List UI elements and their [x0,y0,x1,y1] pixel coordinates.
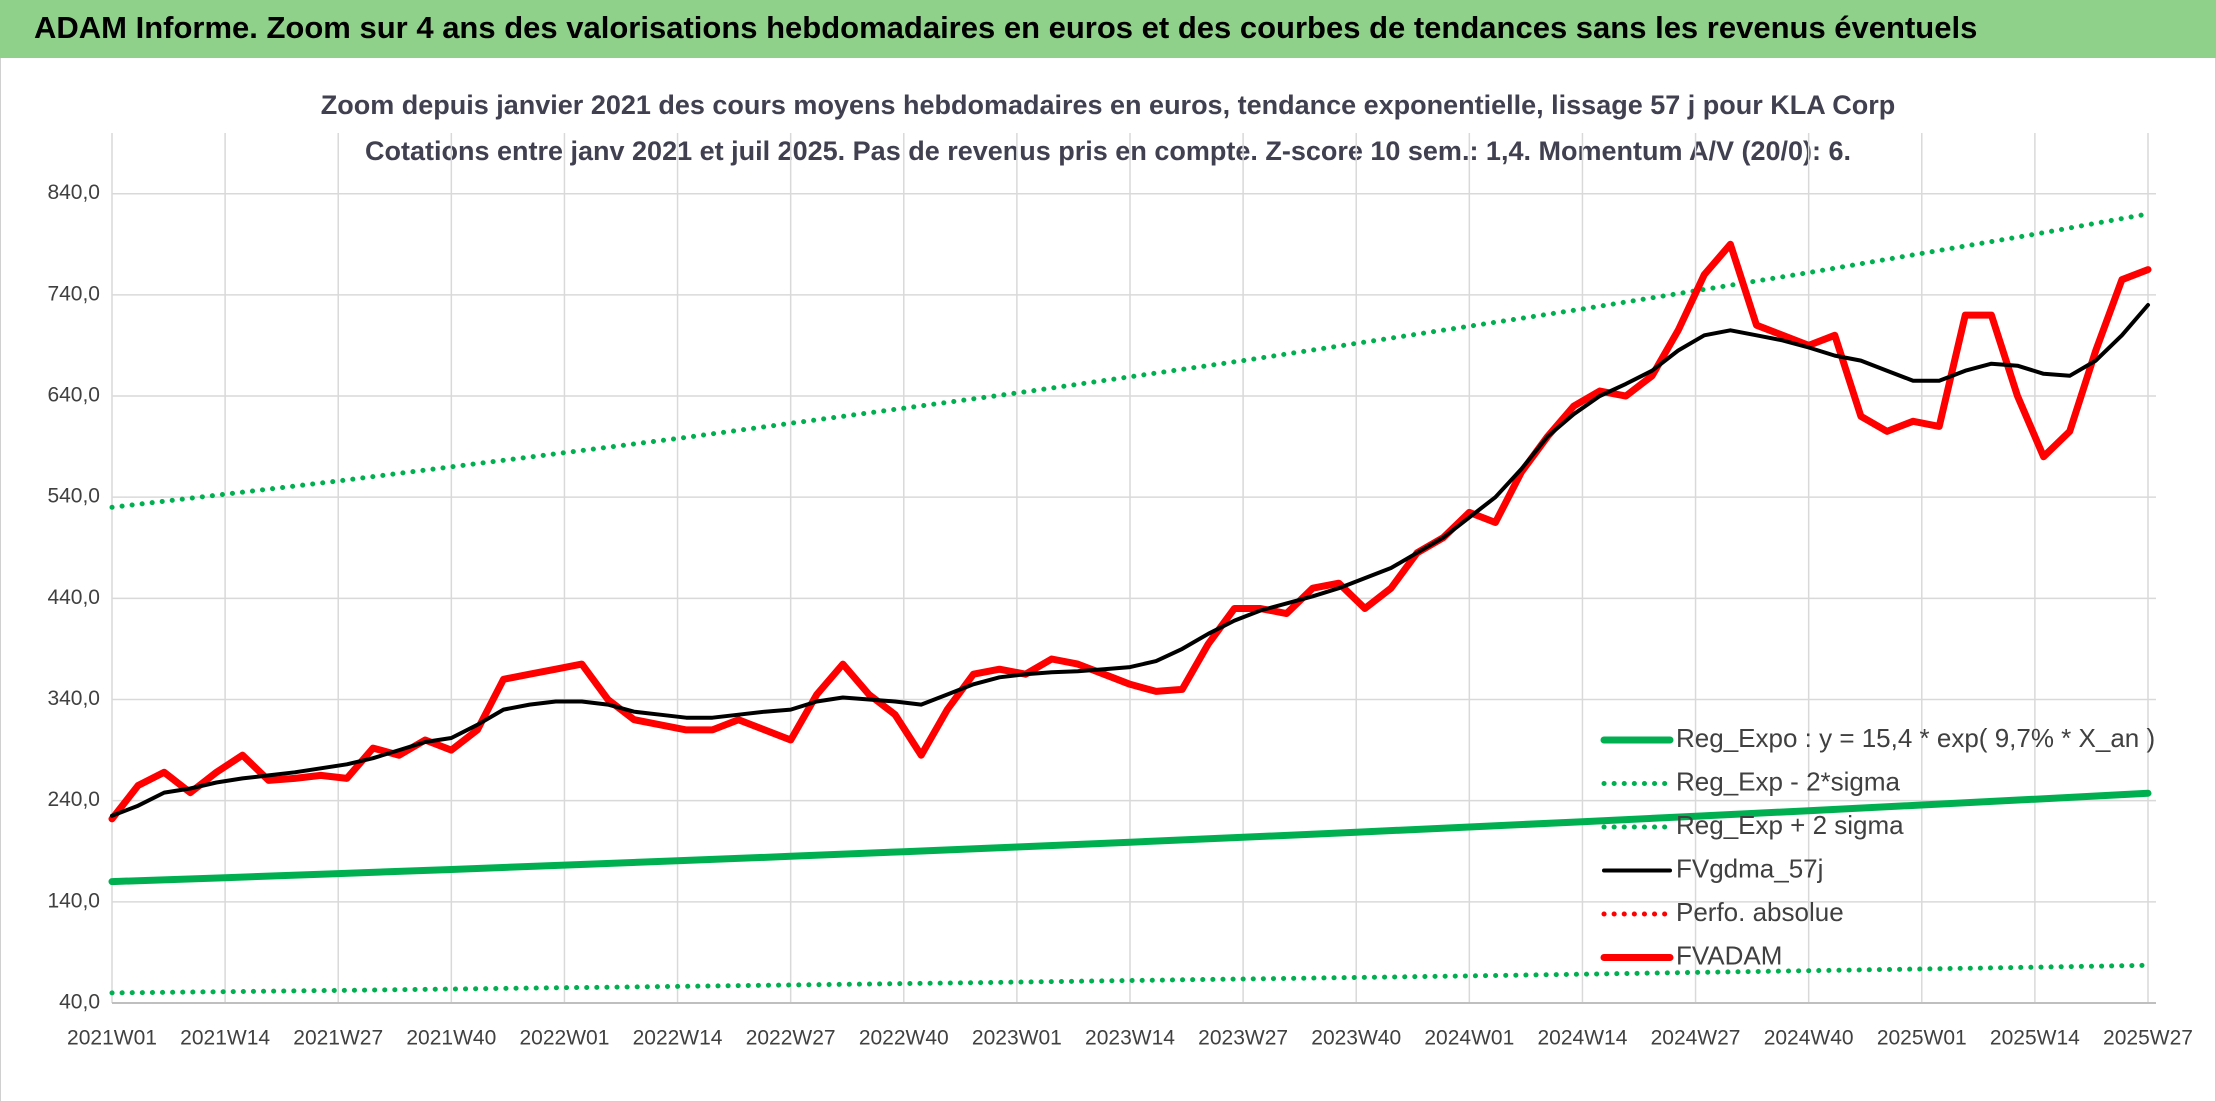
y-tick-label: 140,0 [47,889,100,912]
y-tick-label: 40,0 [59,991,100,1014]
legend-label: FVADAM [1676,940,1782,970]
x-tick-label: 2021W01 [67,1027,157,1050]
series-line [109,211,2151,510]
legend-label: Perfo. absolue [1676,897,1844,927]
series-line [108,240,2152,823]
y-tick-label: 240,0 [47,788,100,811]
series-line [109,962,2151,996]
y-tick-label: 640,0 [47,384,100,407]
x-tick-label: 2025W01 [1877,1027,1967,1050]
x-tick-label: 2021W14 [180,1027,270,1050]
y-tick-label: 440,0 [47,586,100,609]
legend-label: Reg_Exp - 2*sigma [1676,766,1901,796]
x-tick-label: 2025W27 [2103,1027,2193,1050]
x-tick-label: 2025W14 [1990,1027,2080,1050]
x-tick-label: 2024W27 [1651,1027,1741,1050]
y-tick-label: 340,0 [47,687,100,710]
header-bar [0,0,2216,58]
legend-label: FVgdma_57j [1676,853,1823,883]
chart-subtitle: Cotations entre janv 2021 et juil 2025. … [365,136,1851,166]
x-tick-label: 2023W27 [1198,1027,1288,1050]
x-tick-label: 2021W27 [293,1027,383,1050]
x-tick-label: 2021W40 [406,1027,496,1050]
header-title: ADAM Informe. Zoom sur 4 ans des valoris… [34,10,1977,45]
x-tick-label: 2024W14 [1537,1027,1627,1050]
y-tick-label: 740,0 [47,282,100,305]
x-tick-label: 2023W40 [1311,1027,1401,1050]
x-tick-label: 2023W14 [1085,1027,1175,1050]
x-tick-label: 2024W01 [1424,1027,1514,1050]
x-tick-label: 2024W40 [1764,1027,1854,1050]
y-tick-label: 540,0 [47,485,100,508]
x-tick-label: 2022W27 [746,1027,836,1050]
x-tick-label: 2022W14 [633,1027,723,1050]
series-line [108,789,2152,886]
legend-label: Reg_Expo : y = 15,4 * exp( 9,7% * X_an ) [1676,723,2155,753]
legend-label: Reg_Exp + 2 sigma [1676,810,1904,840]
y-tick-label: 840,0 [47,181,100,204]
x-tick-label: 2022W01 [519,1027,609,1050]
x-tick-label: 2023W01 [972,1027,1062,1050]
x-tick-label: 2022W40 [859,1027,949,1050]
chart-title: Zoom depuis janvier 2021 des cours moyen… [321,90,1895,120]
series-line [110,303,2150,818]
